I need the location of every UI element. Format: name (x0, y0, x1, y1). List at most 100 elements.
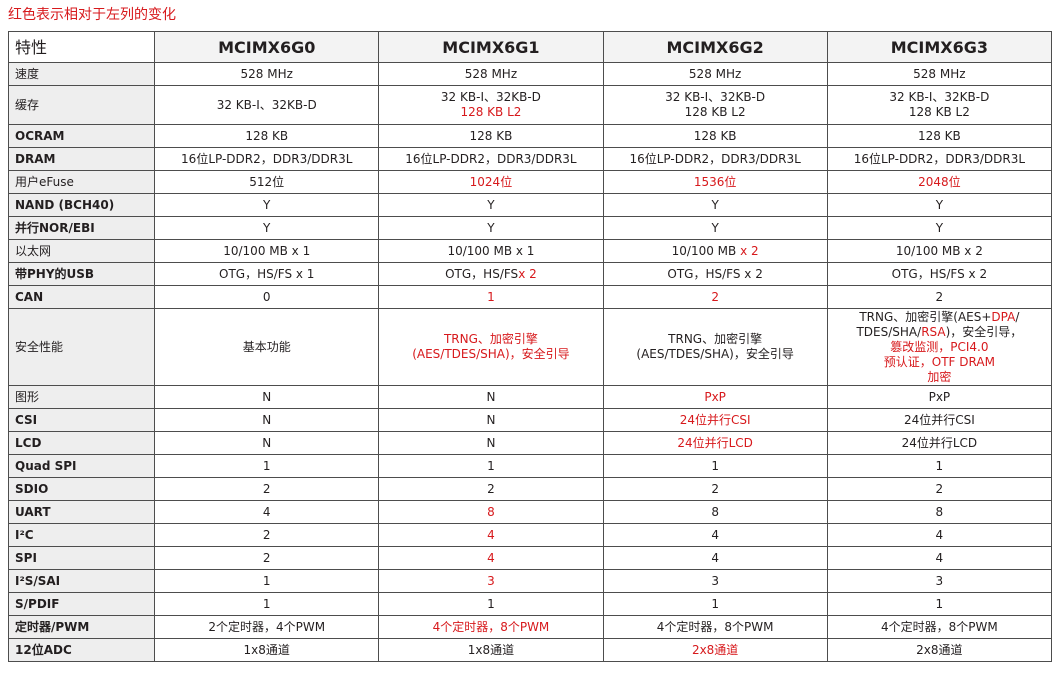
table-row-nor: 并行NOR/EBI Y Y Y Y (7, 216, 1053, 240)
cell-value: )，安全引导， (945, 324, 1023, 339)
cell-value: Y (935, 220, 944, 235)
table-cell: 1 (826, 592, 1053, 616)
cell-value: 1 (487, 596, 495, 611)
table-cell: Y (826, 193, 1053, 217)
row-label: LCD (7, 431, 156, 455)
table-cell: 1x8通道 (378, 638, 604, 662)
row-label: 12位ADC (7, 638, 156, 662)
changed-value: 3 (487, 573, 495, 588)
cell-value: 4 (262, 504, 271, 519)
cell-value: 8 (935, 504, 944, 519)
cell-value: 128 KB L2 (908, 105, 970, 119)
cell-value: N (486, 412, 496, 427)
cell-value: N (262, 389, 272, 404)
cell-value: Y (263, 197, 271, 212)
table-row-spdif: S/PDIF 1 1 1 1 (7, 592, 1053, 616)
cell-value: 2 (262, 550, 271, 565)
cell-value: 16位LP-DDR2，DDR3/DDR3L (629, 151, 801, 166)
table-cell: OTG，HS/FS x 2 (826, 262, 1053, 286)
changed-value: 4 (487, 527, 495, 542)
cell-value: 4 (935, 550, 944, 565)
table-cell: 24位并行CSI (826, 408, 1053, 432)
changed-value: x 2 (740, 243, 759, 258)
table-cell: 10/100 MB x 2 (826, 239, 1053, 263)
table-cell: Y (154, 193, 380, 217)
table-cell: Y (154, 216, 380, 240)
table-row-speed: 速度 528 MHz 528 MHz 528 MHz 528 MHz (7, 62, 1053, 86)
table-cell: 16位LP-DDR2，DDR3/DDR3L (154, 147, 380, 171)
table-cell: N (378, 431, 604, 455)
cell-value: 1 (935, 458, 944, 473)
row-label: 图形 (7, 385, 156, 409)
cell-value: 10/100 MB x 2 (895, 243, 983, 258)
table-row-can: CAN 0 1 2 2 (7, 285, 1053, 309)
table-cell: Y (378, 193, 604, 217)
table-cell: 基本功能 (154, 308, 380, 386)
cell-value: 1 (262, 458, 271, 473)
table-cell: 1024位 (378, 170, 604, 194)
table-cell: 32 KB-I、32KB-D 128 KB L2 (602, 85, 828, 125)
cell-value: Y (263, 220, 271, 235)
table-cell: 2 (154, 477, 380, 501)
table-cell: 4 (378, 523, 604, 547)
table-cell: 1x8通道 (154, 638, 380, 662)
table-row-cache: 缓存 32 KB-I、32KB-D 32 KB-I、32KB-D 128 KB L2 3… (7, 85, 1053, 125)
cell-value: 2 (262, 527, 271, 542)
table-body: 特性 MCIMX6G0 MCIMX6G1 MCIMX6G2 MCIMX6G3 速… (7, 31, 1053, 662)
column-header-g0: MCIMX6G0 (154, 31, 380, 63)
cell-value: 32 KB-I、32KB-D (665, 90, 766, 104)
cell-value: 128 KB (245, 128, 289, 143)
table-cell: 4 (154, 500, 380, 524)
changed-value: 24位并行CSI (679, 412, 751, 427)
row-label: 用户eFuse (7, 170, 156, 194)
table-cell: 2个定时器，4个PWM (154, 615, 380, 639)
row-label: 速度 (7, 62, 156, 86)
row-label: DRAM (7, 147, 156, 171)
table-cell: 1 (378, 285, 604, 309)
changed-value: 1024位 (469, 174, 513, 189)
row-label: 定时器/PWM (7, 615, 156, 639)
table-row-security: 安全性能 基本功能 TRNG、加密引擎 (AES/TDES/SHA)，安全引导 TRNG… (7, 308, 1053, 386)
cell-value: N (486, 389, 496, 404)
table-cell: Y (826, 216, 1053, 240)
table-cell: 24位并行CSI (602, 408, 828, 432)
table-row-i2c: I²C 2 4 4 4 (7, 523, 1053, 547)
table-row-sdio: SDIO 2 2 2 2 (7, 477, 1053, 501)
cell-value: 0 (262, 289, 271, 304)
table-row-dram: DRAM 16位LP-DDR2，DDR3/DDR3L 16位LP-DDR2，DDR3… (7, 147, 1053, 171)
cell-value: Y (935, 197, 944, 212)
table-cell: 3 (826, 569, 1053, 593)
table-cell: 24位并行LCD (602, 431, 828, 455)
table-cell: 528 MHz (602, 62, 828, 86)
cell-value: 512位 (249, 174, 285, 189)
row-label: SPI (7, 546, 156, 570)
cell-value: 2 (935, 289, 944, 304)
table-cell: 2 (154, 546, 380, 570)
cell-value: 24位并行CSI (903, 412, 975, 427)
table-cell: N (378, 385, 604, 409)
table-cell: 2x8通道 (826, 638, 1053, 662)
changed-value: DPA (991, 309, 1016, 324)
cell-value: 128 KB (469, 128, 513, 143)
table-cell: 8 (826, 500, 1053, 524)
cell-value: 8 (711, 504, 719, 519)
table-row-spi: SPI 2 4 4 4 (7, 546, 1053, 570)
table-row-timer: 定时器/PWM 2个定时器，4个PWM 4个定时器，8个PWM 4个定时器，8个PWM… (7, 615, 1053, 639)
table-cell: 10/100 MB x 1 (154, 239, 380, 263)
table-row-ethernet: 以太网 10/100 MB x 1 10/100 MB x 1 10/100 MB x… (7, 239, 1053, 263)
table-cell: 16位LP-DDR2，DDR3/DDR3L (602, 147, 828, 171)
table-cell: 128 KB (826, 124, 1053, 148)
row-label: NAND (BCH40) (7, 193, 156, 217)
cell-value: 4 (935, 527, 944, 542)
table-cell: 2 (602, 477, 828, 501)
table-row-nand: NAND (BCH40) Y Y Y Y (7, 193, 1053, 217)
table-row-usb: 带PHY的USB OTG，HS/FS x 1 OTG，HS/FSx 2 OTG，HS/… (7, 262, 1053, 286)
cell-value: Y (711, 220, 719, 235)
changed-value: 24位并行LCD (677, 435, 753, 450)
cell-value: 4 (711, 550, 719, 565)
cell-value: 528 MHz (688, 66, 742, 81)
table-cell: 1 (154, 454, 380, 478)
column-header-g2: MCIMX6G2 (602, 31, 828, 63)
table-row-ocram: OCRAM 128 KB 128 KB 128 KB 128 KB (7, 124, 1053, 148)
changed-value: 加密 (927, 369, 952, 384)
